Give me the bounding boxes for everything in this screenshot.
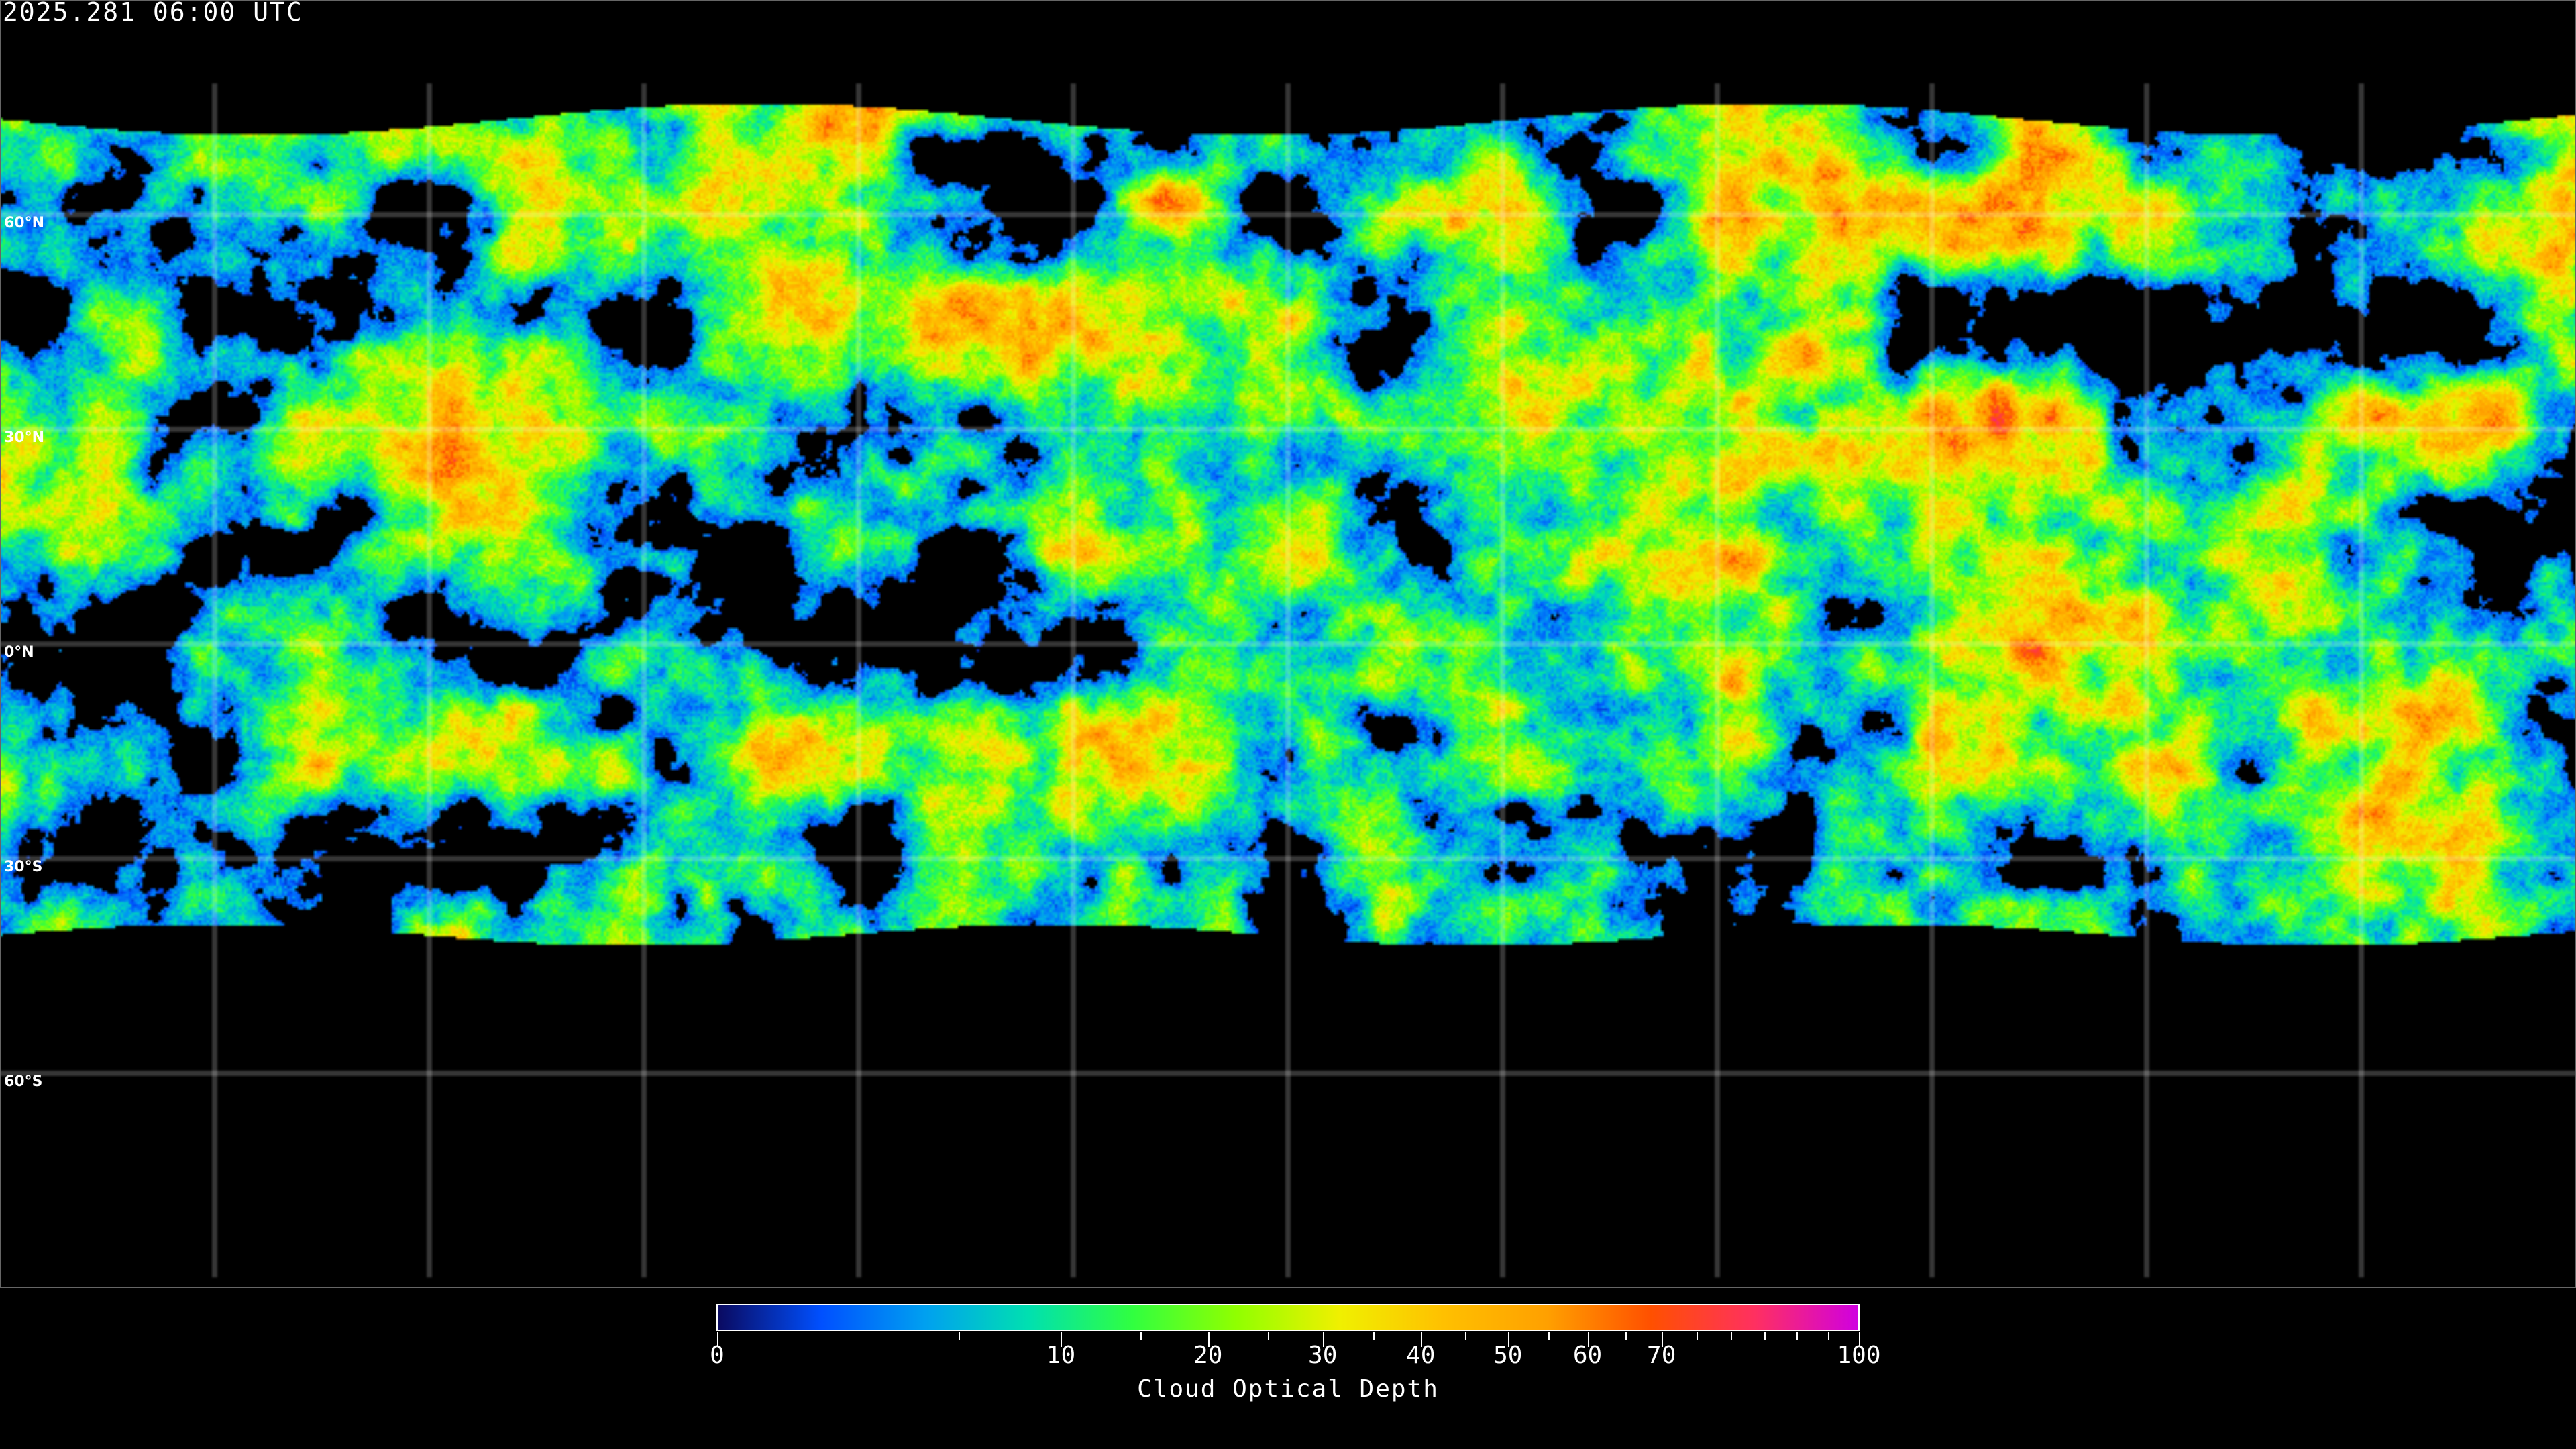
colorbar-tick-label: 40 xyxy=(1406,1342,1436,1369)
colorbar-minor-tick xyxy=(1764,1332,1766,1340)
lat-label-60n: 60°N xyxy=(4,215,45,231)
colorbar-minor-tick xyxy=(1796,1332,1798,1340)
colorbar-minor-tick xyxy=(1827,1332,1829,1340)
colorbar-minor-tick xyxy=(1548,1332,1550,1340)
map-frame xyxy=(0,0,2576,1288)
lat-label-30s: 30°S xyxy=(4,859,43,875)
colorbar-tick-label: 30 xyxy=(1308,1342,1338,1369)
colorbar-tick-label: 0 xyxy=(710,1342,724,1369)
colorbar-tick xyxy=(1507,1332,1509,1347)
colorbar xyxy=(716,1304,1860,1331)
colorbar-tick-label: 10 xyxy=(1046,1342,1076,1369)
colorbar-tick-label: 20 xyxy=(1193,1342,1223,1369)
colorbar-tick xyxy=(1208,1332,1210,1347)
colorbar-tick-label: 50 xyxy=(1493,1342,1523,1369)
colorbar-minor-tick xyxy=(1373,1332,1375,1340)
colorbar-tick xyxy=(1587,1332,1589,1347)
colorbar-tick xyxy=(1420,1332,1422,1347)
lat-label-30n: 30°N xyxy=(4,429,45,446)
colorbar-tick-label: 100 xyxy=(1837,1342,1881,1369)
colorbar-minor-tick xyxy=(1140,1332,1142,1340)
colorbar-tick xyxy=(1061,1332,1063,1347)
lat-label-0n: 0°N xyxy=(4,644,34,661)
timestamp-title: 2025.281 06:00 UTC xyxy=(3,0,303,27)
colorbar-minor-tick xyxy=(1625,1332,1627,1340)
colorbar-minor-tick xyxy=(958,1332,960,1340)
cloud-optical-depth-map xyxy=(0,0,2576,1288)
colorbar-tick xyxy=(1859,1332,1860,1347)
colorbar-minor-tick xyxy=(1731,1332,1733,1340)
colorbar-minor-tick xyxy=(1697,1332,1699,1340)
colorbar-tick-label: 70 xyxy=(1647,1342,1676,1369)
colorbar-minor-tick xyxy=(1268,1332,1270,1340)
lat-label-60s: 60°S xyxy=(4,1073,43,1090)
colorbar-label: Cloud Optical Depth xyxy=(1137,1375,1439,1403)
colorbar-minor-tick xyxy=(1465,1332,1467,1340)
colorbar-tick-label: 60 xyxy=(1572,1342,1603,1369)
colorbar-tick xyxy=(717,1332,718,1347)
colorbar-tick xyxy=(1322,1332,1324,1347)
colorbar-tick xyxy=(1661,1332,1663,1347)
